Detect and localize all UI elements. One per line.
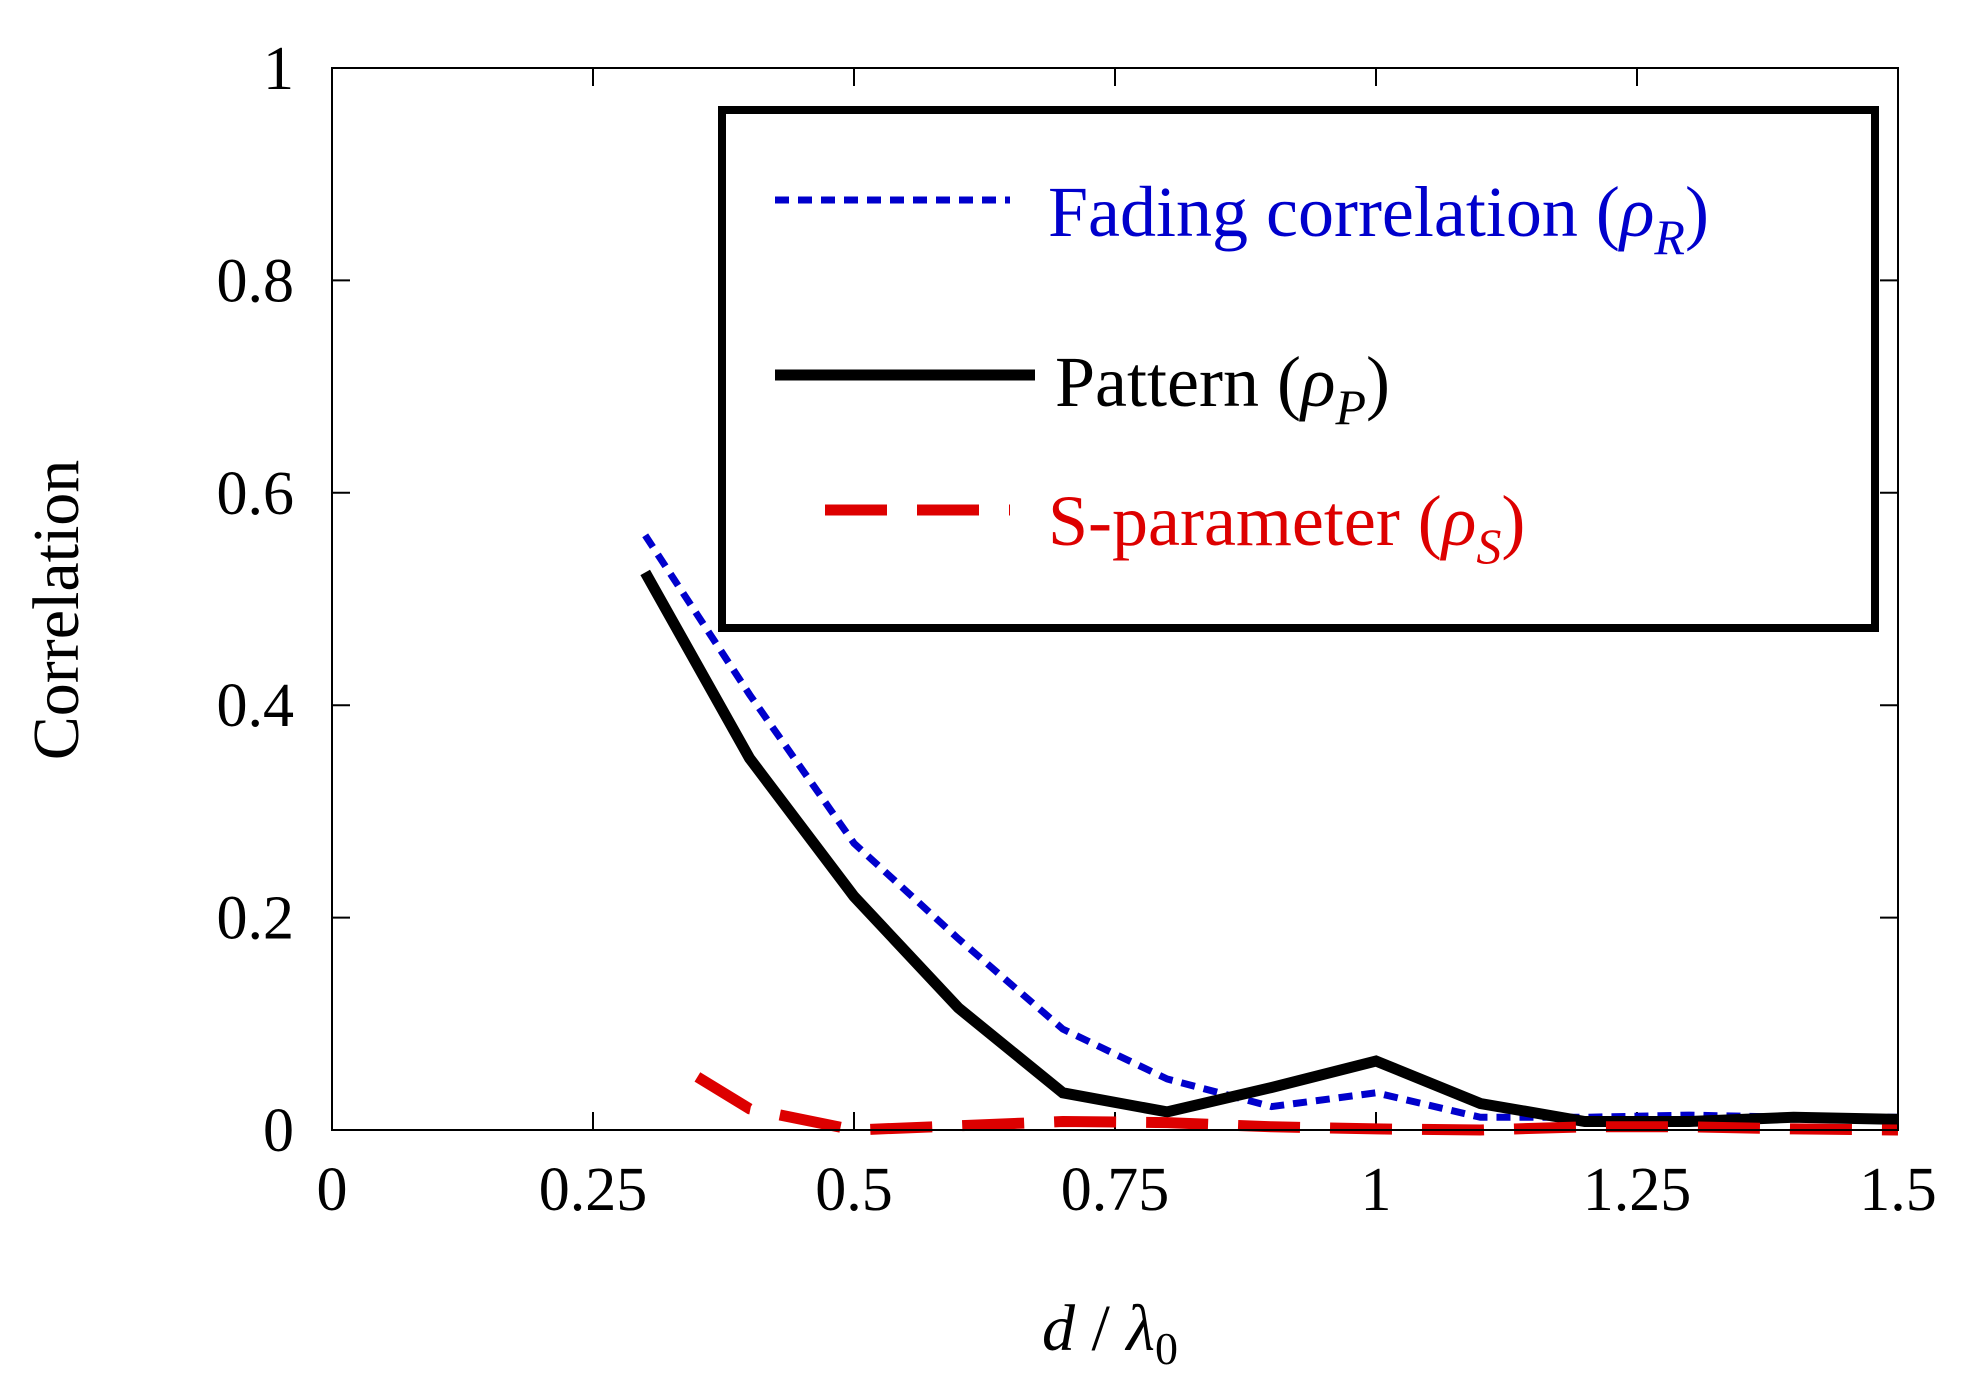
legend-box [718, 106, 1879, 632]
series-line-solid [640, 569, 1899, 1127]
legend-pattern-text: Pattern ( [1055, 342, 1301, 422]
x-axis-label-d: d [1042, 1292, 1076, 1365]
x-axis-label: d / λ0 [1042, 1292, 1178, 1374]
plot-frame [331, 67, 1899, 1131]
legend-pattern-close: ) [1366, 342, 1390, 422]
legend-fading-rho: ρ [1618, 172, 1655, 252]
ticks-layer: 0 0.25 0.5 0.75 1 1.25 1.5 0 0.2 0.4 0.6 0.8 1 [217, 35, 1937, 1224]
x-tick-label: 0.25 [539, 1156, 648, 1224]
y-tick-label: 0.4 [217, 672, 295, 740]
y-tick-label: 0.6 [217, 460, 295, 528]
y-tick-label: 0 [263, 1097, 294, 1165]
y-tick-label: 0.2 [217, 885, 295, 953]
y-axis-label: Correlation [20, 460, 93, 761]
legend-sparam-sub: S [1476, 518, 1501, 574]
series-line-dashed [694, 1072, 1899, 1136]
legend-sparam-rho: ρ [1440, 481, 1477, 561]
legend-label-pattern: Pattern (ρP) [1055, 342, 1390, 435]
x-tick-label: 0.75 [1061, 1156, 1170, 1224]
legend-sparam-text: S-parameter ( [1048, 481, 1442, 561]
legend-pattern-rho: ρ [1299, 342, 1336, 422]
x-tick-label: 1.5 [1859, 1156, 1937, 1224]
x-tick-label: 0.5 [815, 1156, 893, 1224]
legend: Fading correlation (ρR) Pattern (ρP) S-p… [718, 106, 1879, 632]
legend-pattern-sub: P [1334, 379, 1366, 435]
legend-sparam-close: ) [1501, 481, 1525, 561]
x-tick-label: 1.25 [1583, 1156, 1692, 1224]
series-line-dotted [642, 533, 1898, 1121]
y-tick-label: 1 [263, 35, 294, 103]
x-axis-label-lambda: λ [1124, 1292, 1155, 1365]
legend-fading-text: Fading correlation ( [1048, 172, 1620, 252]
series-layer [640, 533, 1899, 1136]
x-tick-label: 1 [1361, 1156, 1392, 1224]
x-axis-label-sep: / [1075, 1292, 1126, 1365]
x-axis-label-subscript: 0 [1155, 1323, 1178, 1374]
y-tick-label: 0.8 [217, 247, 295, 315]
x-tick-label: 0 [317, 1156, 348, 1224]
legend-label-sparam: S-parameter (ρS) [1048, 481, 1525, 574]
legend-label-fading: Fading correlation (ρR) [1048, 172, 1709, 265]
legend-fading-close: ) [1685, 172, 1709, 252]
legend-fading-sub: R [1653, 209, 1685, 265]
